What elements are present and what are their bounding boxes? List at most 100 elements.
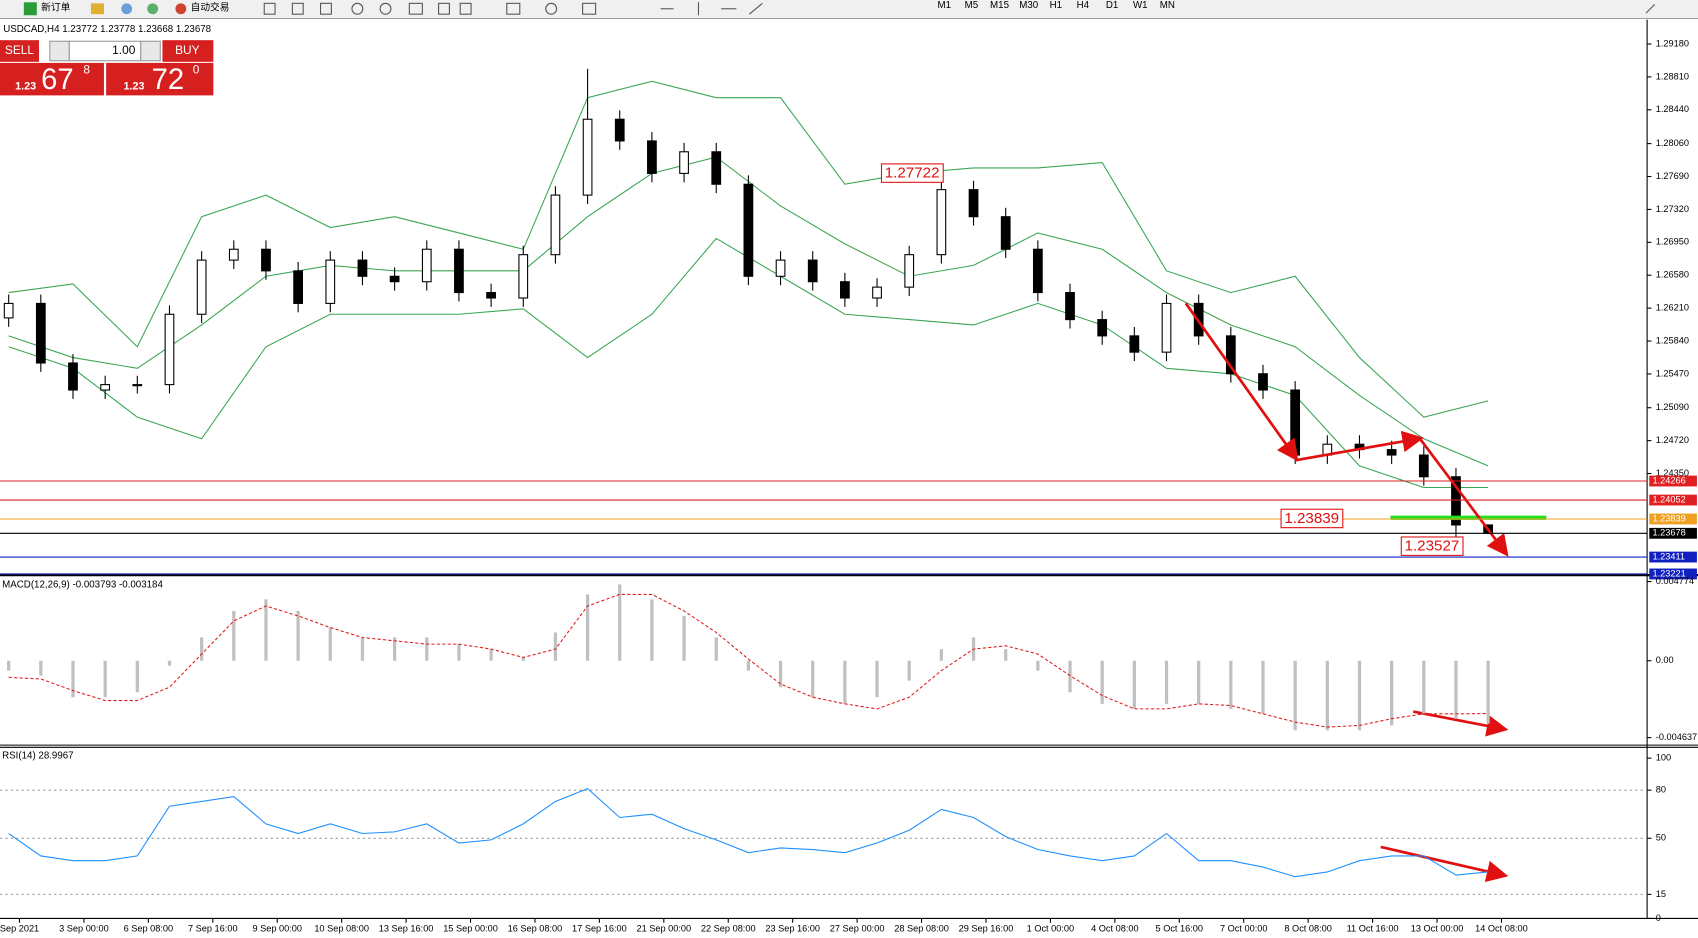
- price-annotation-box: [1280, 508, 1344, 529]
- zoom-out[interactable]: [379, 2, 392, 15]
- tool-icon[interactable]: [291, 2, 304, 15]
- y-tick-label: 0.00: [1656, 655, 1674, 665]
- auto-trading-button[interactable]: 自动交易: [191, 0, 230, 13]
- price-level-label: 1.24052: [1653, 494, 1686, 504]
- trend-arrow[interactable]: [1294, 430, 1424, 462]
- timeframe-button[interactable]: W1: [1133, 0, 1148, 11]
- y-tick-label: 1.28440: [1656, 104, 1689, 114]
- timeframe-button[interactable]: MN: [1160, 0, 1175, 11]
- trend-arrow[interactable]: [1419, 438, 1509, 557]
- drawings: [1184, 302, 1547, 883]
- x-tick-label: 28 Sep 08:00: [894, 924, 949, 934]
- bid-point: 8: [83, 63, 90, 77]
- candle-body: [904, 254, 915, 288]
- candle-body: [1161, 302, 1172, 353]
- price-panel: [3, 68, 1494, 547]
- candle-body: [68, 362, 78, 391]
- price-level-tag: [1649, 475, 1697, 487]
- price-annotation-box: [880, 163, 944, 183]
- y-tick-label: 1.25470: [1656, 368, 1689, 378]
- auto-trading-icon[interactable]: [175, 3, 187, 15]
- divergence-arrow[interactable]: [1380, 845, 1509, 883]
- candle-body: [1225, 335, 1236, 375]
- candle-body: [1129, 335, 1140, 353]
- candle-body: [389, 275, 400, 283]
- tool-icon[interactable]: [263, 2, 276, 15]
- new-order-icon[interactable]: [23, 2, 37, 16]
- x-tick-label: 29 Sep 16:00: [959, 924, 1014, 934]
- toolbar-icon[interactable]: [147, 3, 159, 15]
- tool-icon[interactable]: [408, 2, 423, 15]
- timeframe-button[interactable]: M15: [990, 0, 1009, 11]
- timeframe-button[interactable]: M30: [1019, 0, 1039, 11]
- y-tick-label: 1.29180: [1656, 38, 1689, 48]
- candle-body: [647, 140, 657, 174]
- timeframe-button[interactable]: M5: [965, 0, 979, 11]
- candle-body: [582, 118, 593, 196]
- timeframe-button[interactable]: H4: [1077, 0, 1090, 11]
- y-tick-label: 100: [1656, 753, 1671, 763]
- y-tick-label: 1.26210: [1656, 303, 1689, 313]
- sell-button[interactable]: [0, 40, 39, 62]
- tool-icon[interactable]: [459, 2, 472, 15]
- x-tick-label: 10 Sep 08:00: [314, 924, 369, 934]
- timeframe-button[interactable]: M1: [938, 0, 952, 11]
- candle-body: [550, 194, 561, 256]
- candle-body: [228, 248, 239, 261]
- tool-icon[interactable]: [545, 2, 558, 15]
- rsi-line: [8, 787, 1489, 878]
- tool-icon[interactable]: [319, 2, 332, 15]
- x-tick-label: 4 Oct 08:00: [1091, 924, 1139, 934]
- tool-icon[interactable]: [749, 2, 763, 15]
- candle-body: [1290, 389, 1301, 456]
- lot-size[interactable]: 1.00: [112, 43, 136, 57]
- candle-body: [1451, 476, 1461, 526]
- price-level-tag: [1649, 513, 1697, 525]
- search-icon[interactable]: [1645, 4, 1656, 14]
- x-tick-label: 15 Sep 00:00: [443, 924, 498, 934]
- timeframe-button[interactable]: D1: [1106, 0, 1118, 11]
- zoom-in[interactable]: [351, 2, 364, 15]
- y-tick-label: 1.25090: [1656, 402, 1689, 412]
- ask-box[interactable]: [106, 62, 214, 96]
- price-level-tag: [1649, 527, 1697, 539]
- y-tick-label: -0.004637: [1656, 732, 1697, 742]
- x-tick-label: 5 Oct 16:00: [1156, 924, 1204, 934]
- bid-box[interactable]: [0, 62, 104, 96]
- divergence-arrow[interactable]: [1412, 710, 1509, 737]
- sell-label[interactable]: SELL: [5, 43, 35, 57]
- candle-body: [421, 248, 432, 283]
- candle-body: [840, 281, 850, 299]
- candle-body: [614, 118, 625, 142]
- y-tick-label: 50: [1656, 833, 1666, 843]
- tool-icon[interactable]: [582, 2, 597, 15]
- x-tick-label: 16 Sep 08:00: [508, 924, 563, 934]
- y-tick-label: 1.28060: [1656, 138, 1689, 148]
- macd-signal: [8, 593, 1489, 728]
- ask-pips: 72: [152, 64, 185, 96]
- price-level-tag: [1649, 494, 1697, 506]
- ask-big: 1.23: [123, 81, 144, 93]
- candle-body: [196, 259, 207, 315]
- trend-arrow[interactable]: [1184, 302, 1299, 462]
- new-order-button[interactable]: 新订单: [41, 0, 70, 13]
- buy-label[interactable]: BUY: [175, 43, 200, 57]
- y-tick-label: 1.27690: [1656, 171, 1689, 181]
- candle-body: [100, 384, 111, 391]
- candle-body: [164, 313, 175, 386]
- candle-body: [518, 254, 529, 299]
- toolbar-icon[interactable]: [121, 3, 133, 15]
- timeframe-button[interactable]: H1: [1050, 0, 1062, 11]
- x-tick-label: 11 Oct 16:00: [1347, 924, 1399, 934]
- y-tick-label: 80: [1656, 785, 1666, 795]
- lot-down[interactable]: [49, 40, 70, 62]
- candle-body: [325, 259, 336, 304]
- tool-icon[interactable]: [438, 2, 450, 15]
- price-level-label: 1.23678: [1653, 528, 1686, 538]
- lot-up[interactable]: [140, 40, 161, 62]
- x-tick-label: 17 Sep 16:00: [572, 924, 627, 934]
- buy-button[interactable]: [162, 40, 214, 62]
- toolbar-icon[interactable]: [90, 3, 104, 15]
- tool-icon[interactable]: [506, 2, 521, 15]
